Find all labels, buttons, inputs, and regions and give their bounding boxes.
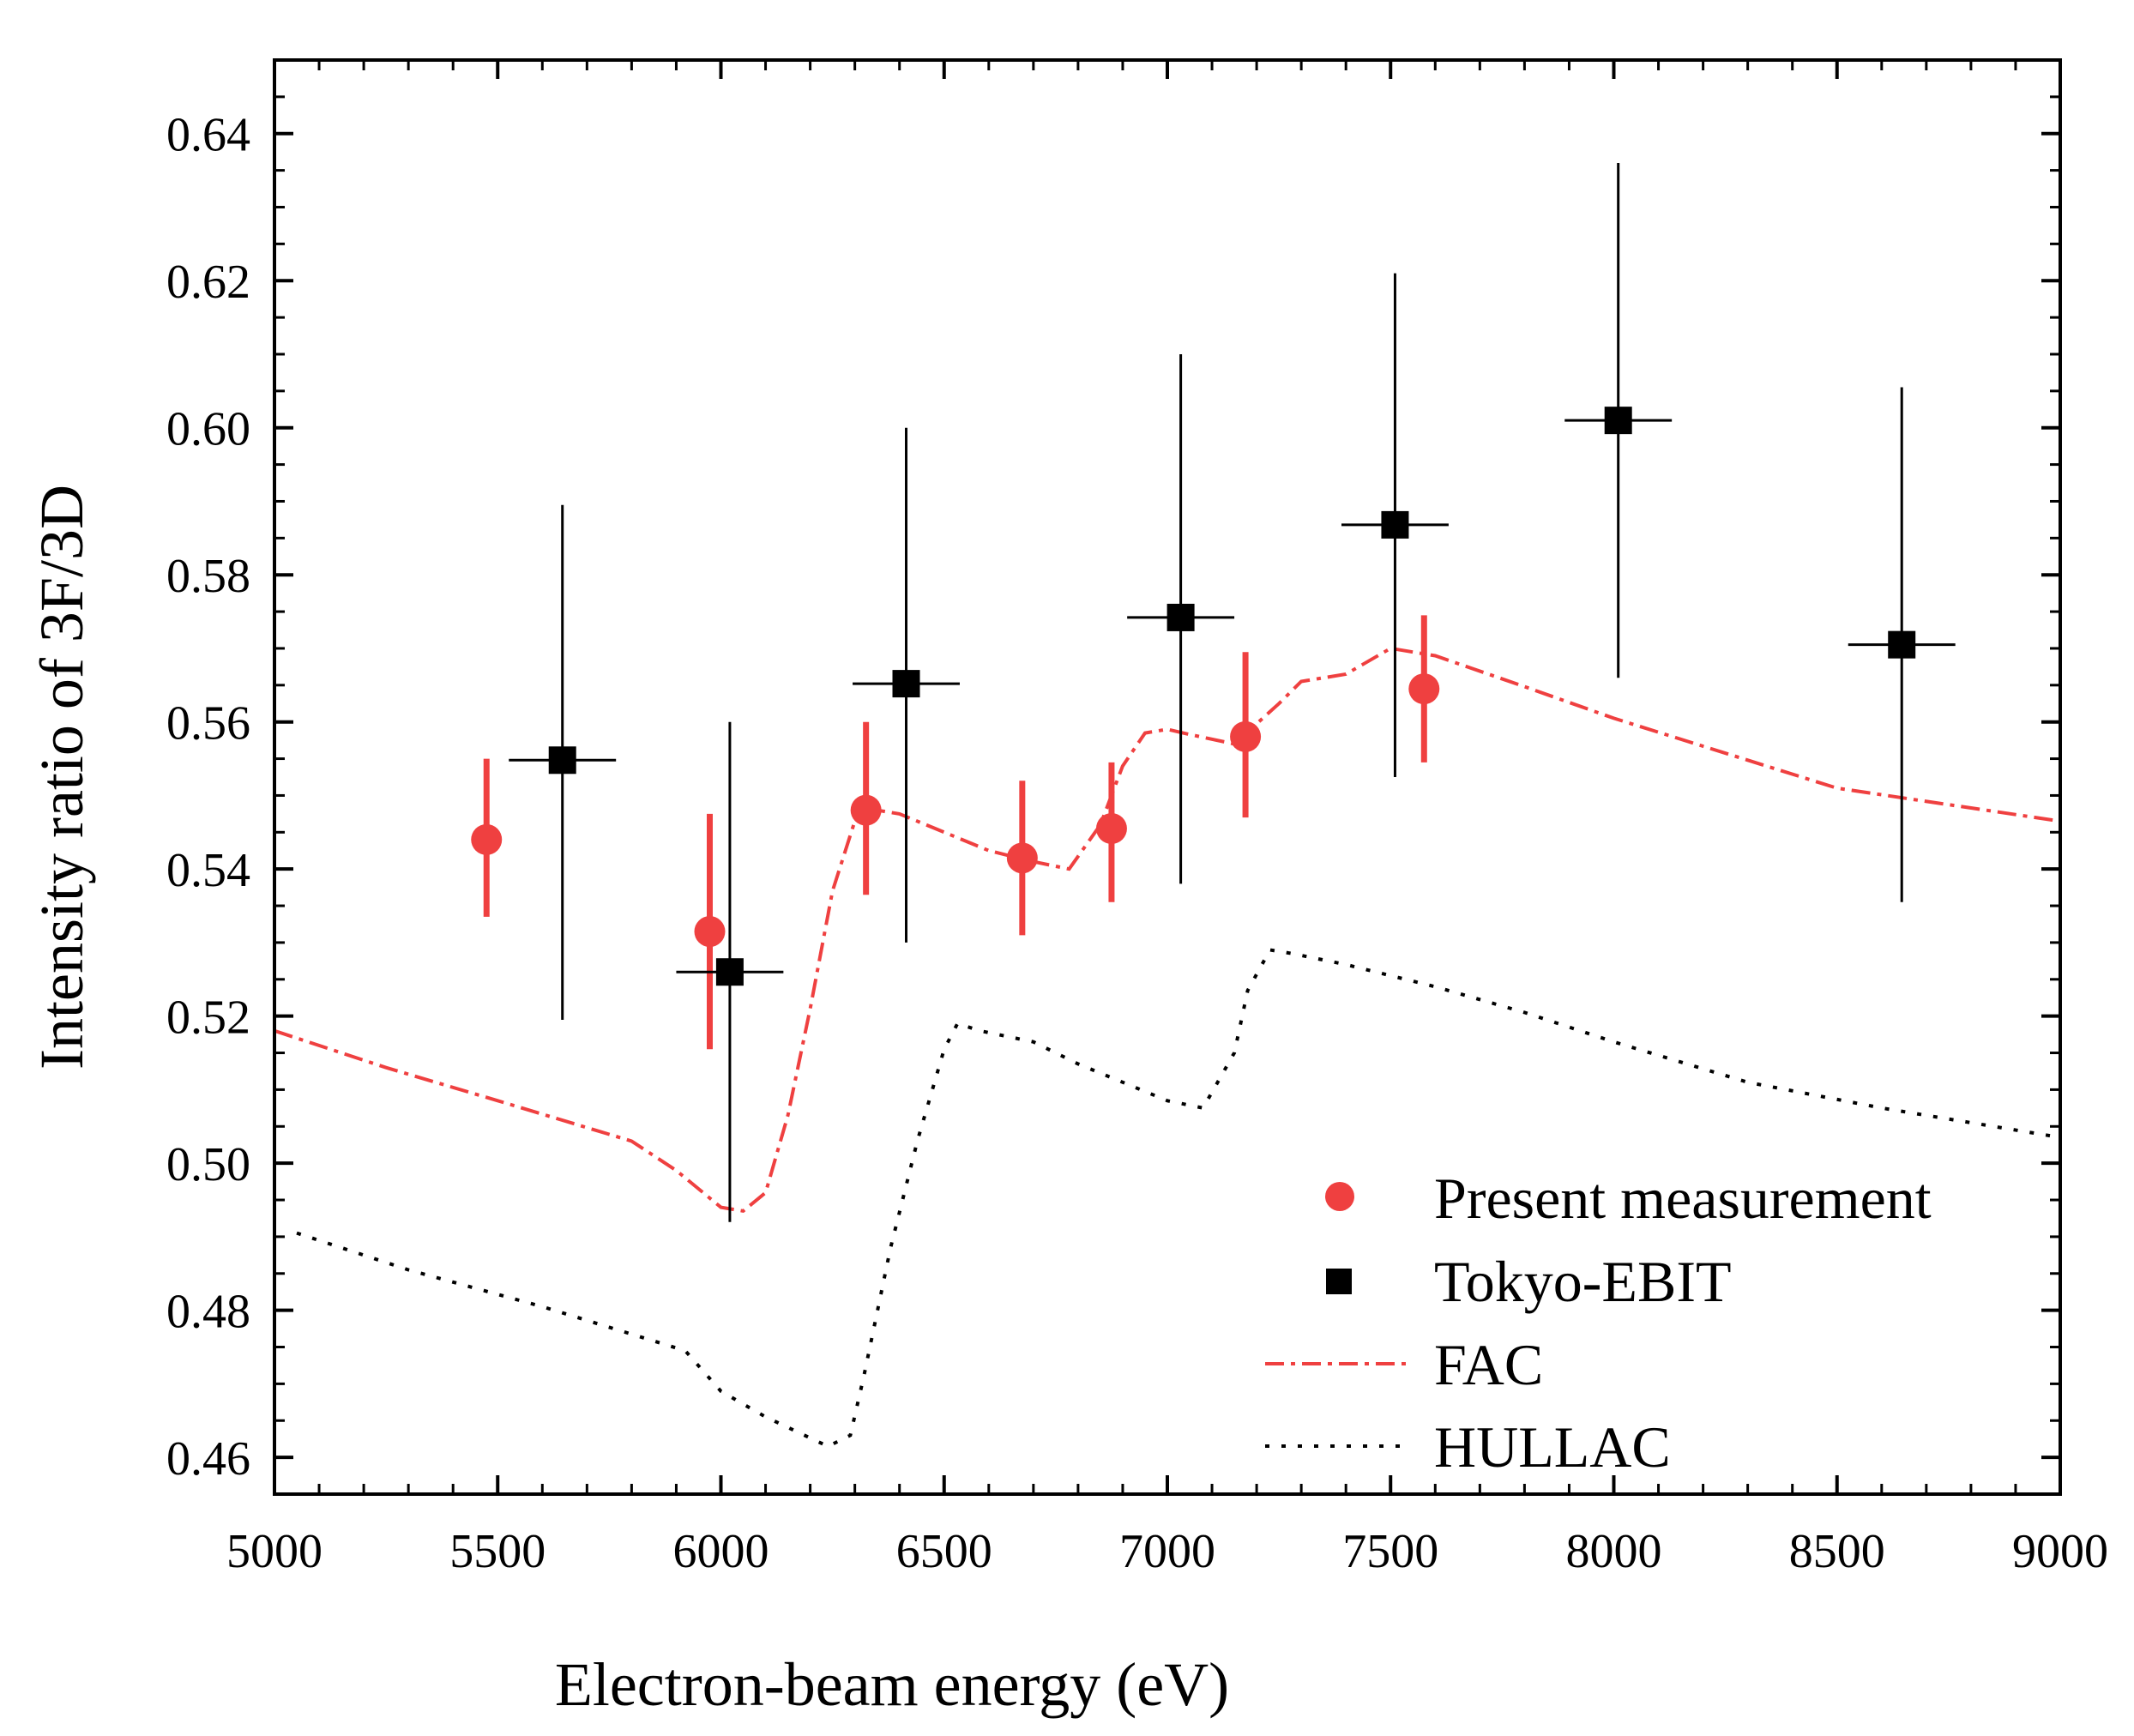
x-tick-label-5500: 5500 — [449, 1525, 546, 1578]
x-tick-label-9000: 9000 — [2012, 1525, 2108, 1578]
y-tick-label-0.54: 0.54 — [166, 844, 250, 897]
x-tick-label-8500: 8500 — [1789, 1525, 1885, 1578]
x-tick-label-6000: 6000 — [673, 1525, 769, 1578]
point-tokyo-ebit-1 — [715, 958, 744, 986]
plot-background — [274, 60, 2060, 1494]
y-tick-label-0.48: 0.48 — [166, 1286, 250, 1339]
point-present-measurement-3 — [1006, 842, 1038, 874]
y-tick-label-0.46: 0.46 — [166, 1432, 250, 1486]
point-tokyo-ebit-2 — [892, 670, 920, 698]
markers-layer — [471, 407, 1916, 986]
x-axis-label: Electron-beam energy (eV) — [555, 1650, 1229, 1719]
point-tokyo-ebit-3 — [1166, 603, 1195, 631]
legend-label-tokyo-ebit: Tokyo-EBIT — [1434, 1249, 1732, 1314]
legend-marker-tokyo-ebit — [1326, 1269, 1352, 1294]
point-tokyo-ebit-5 — [1604, 407, 1632, 435]
legend-item-fac: FAC — [1265, 1332, 1543, 1397]
point-present-measurement-4 — [1095, 813, 1127, 845]
x-tick-label-8000: 8000 — [1566, 1525, 1662, 1578]
legend-label-fac: FAC — [1434, 1332, 1543, 1397]
legend-item-tokyo-ebit: Tokyo-EBIT — [1326, 1249, 1732, 1314]
point-present-measurement-1 — [694, 916, 726, 948]
x-tick-label-5000: 5000 — [226, 1525, 323, 1578]
point-present-measurement-6 — [1408, 673, 1440, 705]
y-tick-label-0.62: 0.62 — [166, 256, 250, 309]
y-tick-label-0.60: 0.60 — [166, 403, 250, 456]
y-tick-label-0.58: 0.58 — [166, 550, 250, 603]
legend-label-hullac: HULLAC — [1434, 1414, 1671, 1480]
tick-labels-layer: 5000 5500 6000 6500 7000 7500 8000 8500 9000 0.46… — [166, 109, 2108, 1578]
point-tokyo-ebit-4 — [1381, 510, 1409, 539]
plot-frame — [273, 58, 2062, 1496]
point-present-measurement-0 — [471, 823, 503, 855]
x-tick-label-7000: 7000 — [1119, 1525, 1215, 1578]
point-present-measurement-5 — [1230, 720, 1262, 752]
point-present-measurement-2 — [850, 794, 882, 826]
point-tokyo-ebit-6 — [1888, 630, 1916, 659]
x-tick-label-7500: 7500 — [1342, 1525, 1438, 1578]
y-tick-label-0.52: 0.52 — [166, 992, 250, 1045]
x-tick-label-6500: 6500 — [896, 1525, 992, 1578]
y-tick-label-0.64: 0.64 — [166, 109, 250, 162]
y-axis-label: Intensity ratio of 3F/3D — [27, 485, 96, 1070]
y-tick-label-0.56: 0.56 — [166, 697, 250, 750]
legend-label-present-measurement: Present measurement — [1434, 1166, 1932, 1231]
point-tokyo-ebit-0 — [548, 746, 576, 775]
legend-marker-present-measurement — [1325, 1182, 1354, 1211]
legend: Present measurement Tokyo-EBIT FAC HULLA… — [1265, 1166, 1932, 1480]
legend-item-present-measurement: Present measurement — [1325, 1166, 1932, 1231]
y-tick-label-0.50: 0.50 — [166, 1138, 250, 1191]
legend-item-hullac: HULLAC — [1265, 1414, 1671, 1480]
